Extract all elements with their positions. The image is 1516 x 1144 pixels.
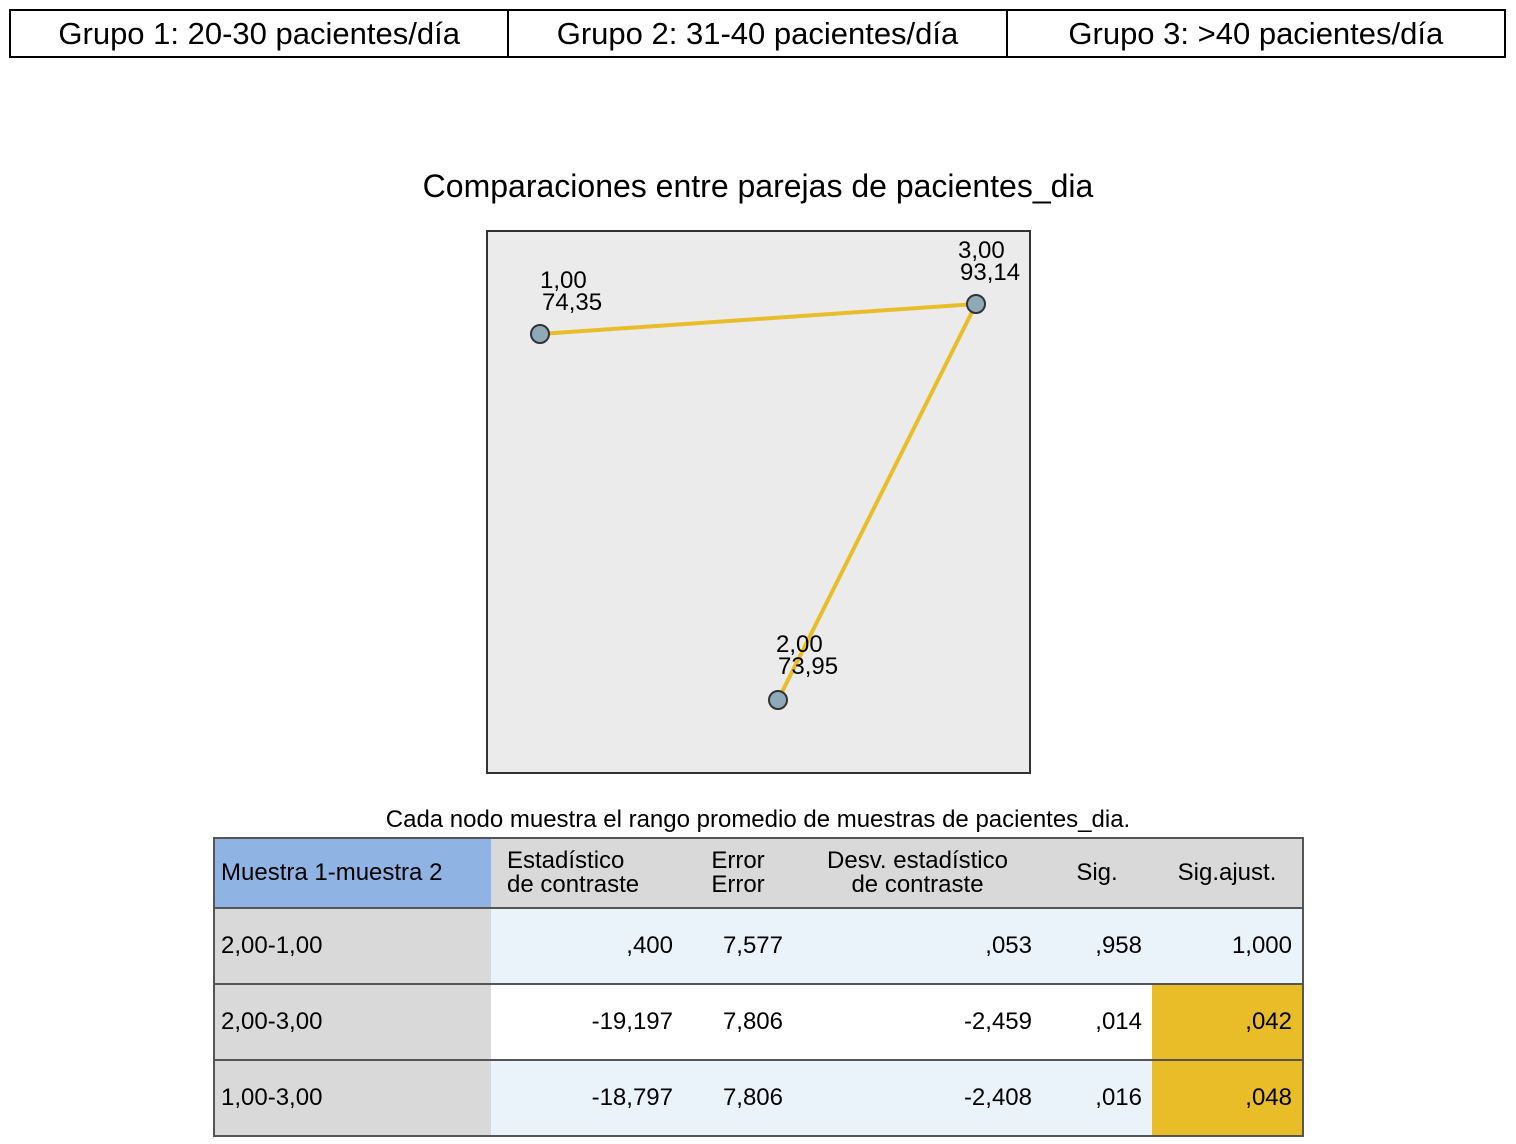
node-rank-2: 93,14 (960, 259, 1020, 286)
cell-sig: ,958 (1042, 908, 1152, 984)
node-rank-0: 74,35 (542, 289, 602, 316)
cell-pair: 2,00-3,00 (214, 984, 491, 1060)
table-header-row: Muestra 1-muestra 2 Estadístico de contra… (214, 838, 1303, 908)
group-2-cell: Grupo 2: 31-40 pacientes/día (509, 11, 1008, 56)
col-header-stat: Estadístico de contraste (491, 838, 683, 908)
cell-adj-sig: ,042 (1152, 984, 1303, 1060)
cell-std-stat: -2,459 (793, 984, 1042, 1060)
comparisons-table-wrap: Muestra 1-muestra 2 Estadístico de contra… (213, 837, 1304, 1137)
cell-sig: ,014 (1042, 984, 1152, 1060)
plot-area (486, 230, 1031, 774)
cell-stat: -19,197 (491, 984, 683, 1060)
chart-title: Comparaciones entre parejas de pacientes… (422, 168, 1094, 204)
pairwise-network-chart: 1,00 74,35 2,00 73,95 3,00 93,14 (486, 230, 1031, 774)
col-header-sig: Sig. (1042, 838, 1152, 908)
table-row: 2,00-1,00 ,400 7,577 ,053 ,958 1,000 (214, 908, 1303, 984)
table-row: 2,00-3,00 -19,197 7,806 -2,459 ,014 ,042 (214, 984, 1303, 1060)
group-1-cell: Grupo 1: 20-30 pacientes/día (11, 11, 510, 56)
group-legend-table: Grupo 1: 20-30 pacientes/día Grupo 2: 31… (9, 9, 1506, 58)
cell-std-stat: ,053 (793, 908, 1042, 984)
comparisons-table: Muestra 1-muestra 2 Estadístico de contra… (213, 837, 1304, 1137)
chart-caption: Cada nodo muestra el rango promedio de m… (385, 806, 1131, 833)
edge-1 (776, 302, 978, 702)
group-3-cell: Grupo 3: >40 pacientes/día (1068, 15, 1444, 51)
cell-adj-sig: ,048 (1152, 1060, 1303, 1136)
cell-pair: 2,00-1,00 (214, 908, 491, 984)
cell-std-stat: -2,408 (793, 1060, 1042, 1136)
node-0 (530, 324, 550, 344)
cell-stat: ,400 (491, 908, 683, 984)
node-rank-1: 73,95 (778, 653, 838, 680)
cell-adj-sig: 1,000 (1152, 908, 1303, 984)
col-header-error: Error Error (683, 838, 793, 908)
node-2 (966, 294, 986, 314)
col-header-adj-sig: Sig.ajust. (1152, 838, 1303, 908)
cell-stat: -18,797 (491, 1060, 683, 1136)
node-label-0: 1,00 (540, 267, 587, 294)
cell-error: 7,806 (683, 984, 793, 1060)
node-1 (768, 690, 788, 710)
node-label-1: 2,00 (776, 631, 823, 658)
cell-sig: ,016 (1042, 1060, 1152, 1136)
cell-error: 7,577 (683, 908, 793, 984)
cell-error: 7,806 (683, 1060, 793, 1136)
table-row: 1,00-3,00 -18,797 7,806 -2,408 ,016 ,048 (214, 1060, 1303, 1136)
edge-0 (538, 302, 978, 336)
col-header-std-stat: Desv. estadístico de contraste (793, 838, 1042, 908)
node-label-2: 3,00 (958, 237, 1005, 264)
cell-pair: 1,00-3,00 (214, 1060, 491, 1136)
col-header-pair: Muestra 1-muestra 2 (214, 838, 491, 908)
